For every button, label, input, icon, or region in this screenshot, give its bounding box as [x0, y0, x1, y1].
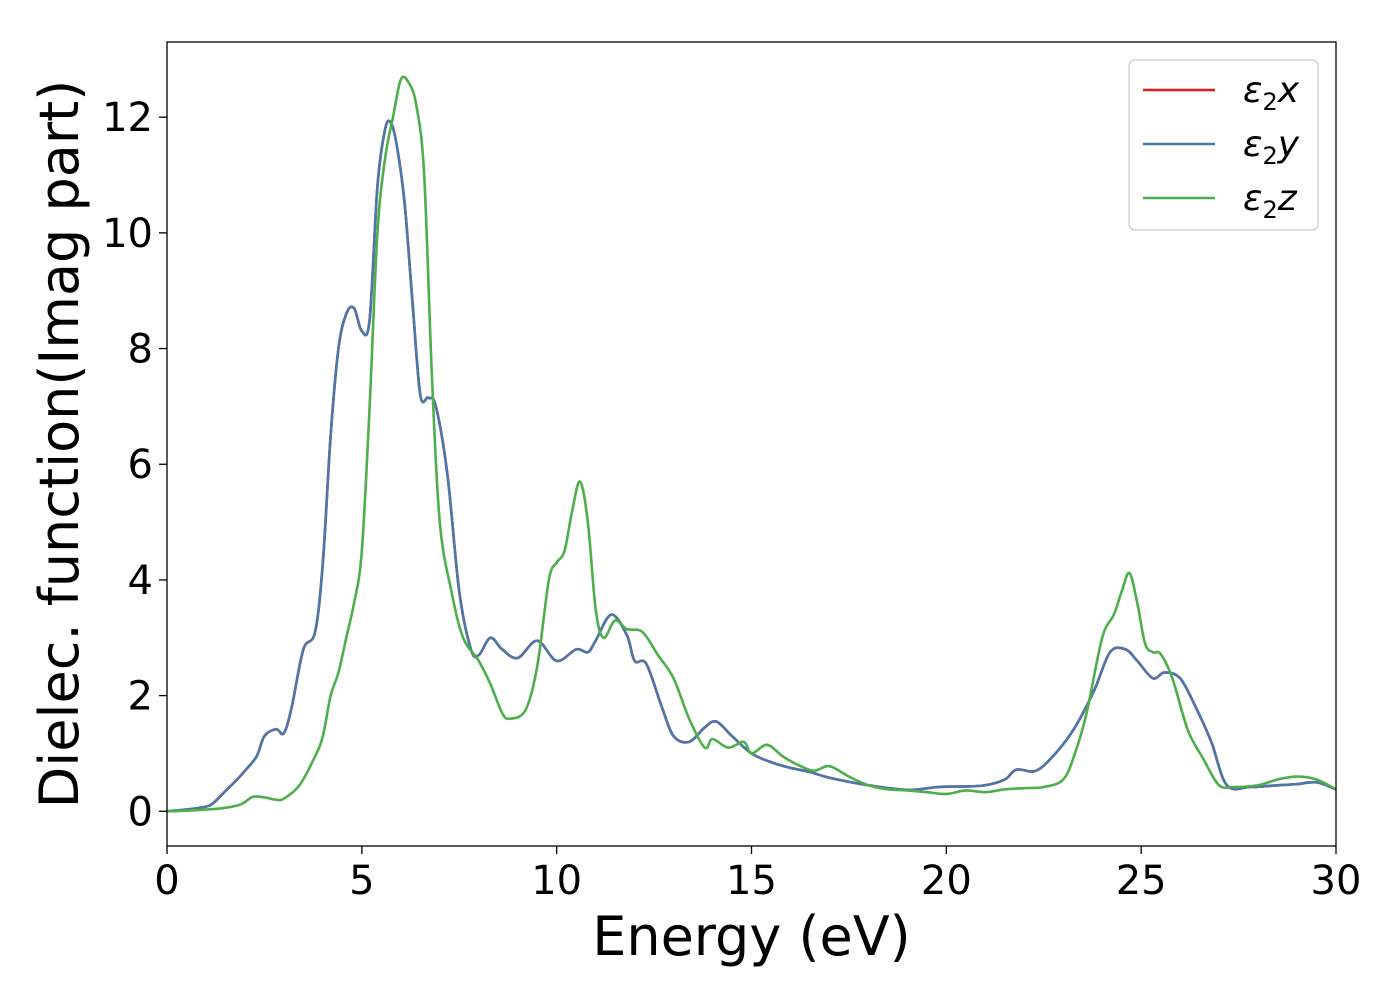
- series-line-y: [167, 119, 1336, 813]
- legend-label-x: ε2x: [1243, 70, 1300, 116]
- y-axis-ticks: 0 2 4 6 8 10 12: [102, 95, 167, 835]
- legend-label-sub: 2: [1262, 142, 1277, 170]
- x-tick-label: 30: [1311, 858, 1362, 904]
- y-tick-label: 0: [128, 789, 153, 835]
- legend-label-main: ε: [1243, 124, 1262, 165]
- legend-label-tail: y: [1277, 124, 1300, 165]
- y-tick-label: 8: [128, 327, 153, 373]
- x-axis-ticks: 0 5 10 15 20 25 30: [154, 846, 1361, 904]
- x-tick-label: 15: [726, 858, 777, 904]
- legend-label-tail: z: [1277, 178, 1298, 219]
- x-axis-title: Energy (eV): [592, 905, 911, 968]
- legend-label-sub: 2: [1262, 196, 1277, 224]
- y-tick-label: 4: [128, 558, 153, 604]
- x-tick-label: 10: [531, 858, 582, 904]
- x-tick-label: 20: [921, 858, 972, 904]
- y-tick-label: 10: [102, 211, 153, 257]
- legend-label-y: ε2y: [1243, 124, 1300, 170]
- y-tick-label: 2: [128, 674, 153, 720]
- legend-label-z: ε2z: [1243, 178, 1298, 224]
- y-axis-title: Dielec. function(Imag part): [28, 80, 91, 809]
- legend-label-sub: 2: [1262, 88, 1277, 116]
- legend-label-main: ε: [1243, 70, 1262, 111]
- x-tick-label: 5: [349, 858, 374, 904]
- series-layer: [167, 75, 1336, 813]
- legend-label-main: ε: [1243, 178, 1262, 219]
- x-tick-label: 0: [154, 858, 179, 904]
- series-line-z: [167, 75, 1336, 813]
- legend-box: [1128, 59, 1319, 231]
- y-tick-label: 12: [102, 95, 153, 141]
- y-tick-label: 6: [128, 442, 153, 488]
- x-tick-label: 25: [1116, 858, 1167, 904]
- legend-label-tail: x: [1277, 70, 1300, 111]
